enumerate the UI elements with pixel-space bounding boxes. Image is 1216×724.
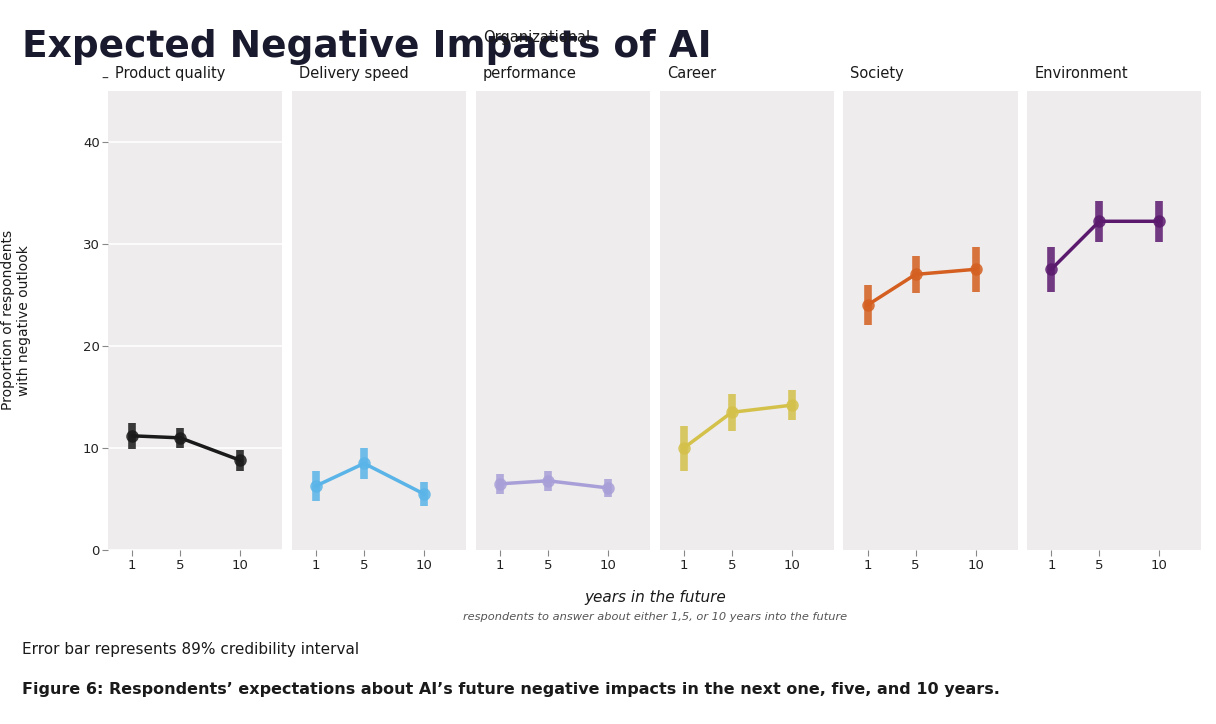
Text: Expected Negative Impacts of AI: Expected Negative Impacts of AI — [22, 29, 711, 64]
Text: performance: performance — [483, 67, 576, 81]
Text: respondents to answer about either 1,5, or 10 years into the future: respondents to answer about either 1,5, … — [463, 612, 846, 622]
Text: Society: Society — [850, 67, 905, 81]
Text: Career: Career — [666, 67, 716, 81]
Text: Product quality: Product quality — [116, 67, 225, 81]
Text: Figure 6: Respondents’ expectations about AI’s future negative impacts in the ne: Figure 6: Respondents’ expectations abou… — [22, 682, 1000, 696]
Text: –: – — [101, 72, 108, 86]
Text: years in the future: years in the future — [584, 590, 726, 605]
Text: Environment: Environment — [1035, 67, 1128, 81]
Text: Proportion of respondents
with negative outlook: Proportion of respondents with negative … — [1, 230, 30, 411]
Text: Delivery speed: Delivery speed — [299, 67, 409, 81]
Text: Error bar represents 89% credibility interval: Error bar represents 89% credibility int… — [22, 642, 359, 657]
Text: Organizational: Organizational — [483, 30, 590, 45]
